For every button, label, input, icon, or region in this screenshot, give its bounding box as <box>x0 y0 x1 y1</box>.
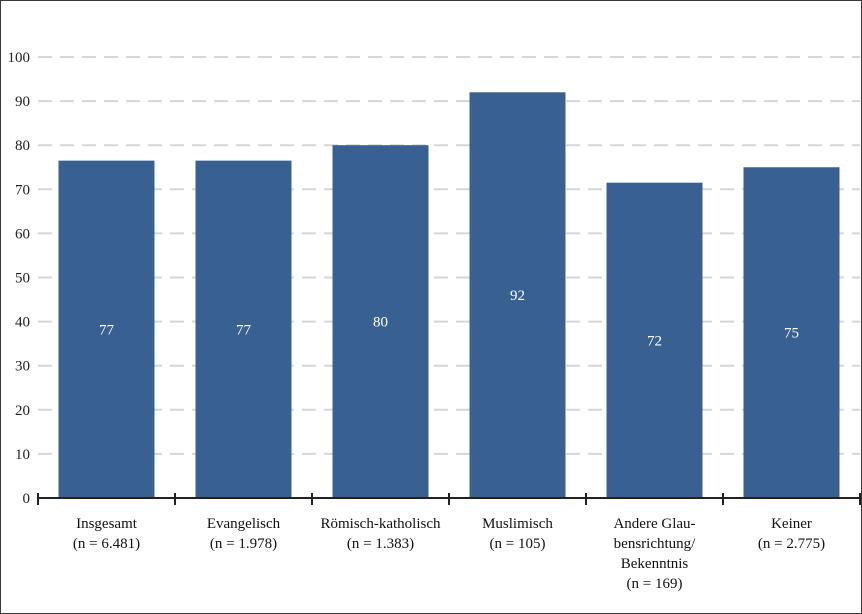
bar-value-label: 77 <box>236 322 252 338</box>
bars <box>58 92 840 498</box>
bar-value-label: 77 <box>99 322 115 338</box>
bar-value-label: 80 <box>373 315 388 331</box>
y-tick-label: 0 <box>23 491 31 507</box>
x-tick-label-line: bensrichtung/ <box>614 536 696 552</box>
y-tick-label: 10 <box>15 447 30 463</box>
bar-value-labels: 77 77 80 92 72 75 <box>99 288 799 349</box>
y-tick-label: 30 <box>15 359 30 375</box>
y-tick-label: 60 <box>15 226 30 242</box>
gridlines <box>38 56 860 455</box>
x-tick-label-line: Bekenntnis <box>621 556 689 572</box>
x-tick-label-line: Keiner <box>771 516 812 532</box>
x-tick-label: Römisch-katholisch (n = 1.383) <box>321 516 441 552</box>
x-tick-label: Muslimisch (n = 105) <box>482 516 553 552</box>
x-tick-label: Insgesamt (n = 6.481) <box>73 516 140 552</box>
bar <box>469 92 566 498</box>
x-tick-label: Andere Glau-bensrichtung/Bekenntnis (n = … <box>613 516 696 592</box>
x-tick-label: Keiner (n = 2.775) <box>758 516 825 552</box>
y-axis: 0 10 20 30 40 50 60 70 80 90 100 <box>8 50 31 507</box>
y-tick-label: 80 <box>15 138 30 154</box>
x-tick-label-line: Römisch-katholisch <box>321 516 441 532</box>
y-tick-label: 20 <box>15 403 30 419</box>
x-tick-label-line: Evangelisch <box>207 516 281 532</box>
bar <box>195 160 292 498</box>
y-tick-label: 90 <box>15 94 30 110</box>
x-tick-label-line: Insgesamt <box>76 516 138 532</box>
bar <box>743 167 840 498</box>
x-tick-label-line: (n = 2.775) <box>758 536 825 552</box>
x-tick-label-line: (n = 1.383) <box>347 536 414 552</box>
y-tick-label: 70 <box>15 182 30 198</box>
bar-value-label: 75 <box>784 326 799 342</box>
y-tick-label: 50 <box>15 271 30 287</box>
x-tick-label-line: (n = 6.481) <box>73 536 140 552</box>
x-tick-label-line: Muslimisch <box>482 516 553 532</box>
x-tick-labels: Insgesamt (n = 6.481) Evangelisch (n = 1.97… <box>73 516 825 592</box>
x-tick-label: Evangelisch (n = 1.978) <box>207 516 281 552</box>
bar <box>606 182 703 498</box>
y-tick-label: 100 <box>8 50 31 66</box>
bar-value-label: 92 <box>510 288 525 304</box>
bar <box>58 160 155 498</box>
bar-value-label: 72 <box>647 333 662 349</box>
y-tick-label: 40 <box>15 315 30 331</box>
x-tick-label-line: (n = 1.978) <box>210 536 277 552</box>
x-axis <box>37 493 861 505</box>
bar <box>332 145 429 498</box>
x-tick-label-line: (n = 105) <box>490 536 546 552</box>
x-tick-label-line: Andere Glau- <box>613 516 695 532</box>
x-tick-label-line: (n = 169) <box>627 576 683 592</box>
